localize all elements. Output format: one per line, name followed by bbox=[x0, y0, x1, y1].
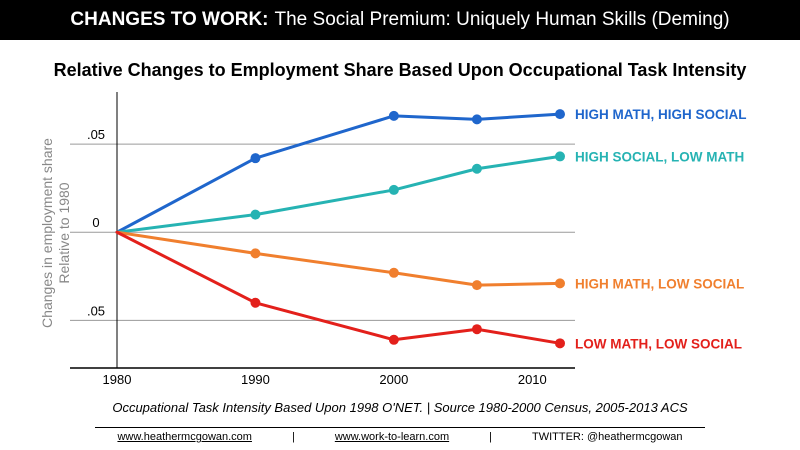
y-tick-label: .05 bbox=[87, 127, 105, 142]
series-line bbox=[115, 230, 562, 345]
data-point bbox=[555, 278, 565, 289]
label-layer: HIGH MATH, HIGH SOCIAL HIGH SOCIAL, LOW M… bbox=[575, 107, 747, 351]
series-label: HIGH SOCIAL, LOW MATH bbox=[575, 149, 744, 164]
series-label: HIGH MATH, LOW SOCIAL bbox=[575, 276, 744, 291]
x-tick-label: 2000 bbox=[379, 372, 408, 387]
y-tick-label: .05 bbox=[87, 303, 105, 318]
footer-separator: | bbox=[291, 431, 295, 443]
x-tick-label: 1980 bbox=[103, 372, 132, 387]
twitter-handle: TWITTER: @heathermcgowan bbox=[532, 431, 683, 443]
work-to-learn-link[interactable]: www.work-to-learn.com bbox=[334, 431, 450, 443]
data-point bbox=[388, 267, 399, 278]
data-point bbox=[471, 163, 482, 174]
source-caption: Occupational Task Intensity Based Upon 1… bbox=[112, 400, 688, 415]
y-axis-title: Changes in employment shareRelative to 1… bbox=[39, 138, 72, 328]
banner-bold-title: CHANGES TO WORK: bbox=[70, 9, 269, 30]
y-tick-label: 0 bbox=[92, 215, 99, 230]
series-line bbox=[115, 112, 562, 234]
data-point bbox=[250, 209, 261, 220]
series-label: LOW MATH, LOW SOCIAL bbox=[575, 336, 742, 351]
data-point bbox=[555, 151, 565, 162]
data-point bbox=[555, 109, 565, 120]
data-point bbox=[555, 338, 565, 349]
chart-title: Relative Changes to Employment Share Bas… bbox=[53, 60, 747, 80]
x-tick-label: 2010 bbox=[518, 372, 547, 387]
footer: www.heathermcgowan.com | www.work-to-lea… bbox=[0, 431, 800, 443]
data-point bbox=[388, 110, 399, 121]
series-layer bbox=[115, 109, 565, 349]
axis-layer: .05 0 .05 1980 1990 2000 2010 Changes in employ… bbox=[39, 92, 575, 387]
data-point bbox=[471, 280, 482, 291]
data-point bbox=[388, 334, 399, 345]
grid-layer bbox=[70, 143, 575, 321]
title-banner: CHANGES TO WORK: The Social Premium: Uni… bbox=[0, 0, 800, 40]
data-point bbox=[388, 184, 399, 195]
data-point bbox=[471, 324, 482, 335]
website-link[interactable]: www.heathermcgowan.com bbox=[117, 431, 252, 443]
data-point bbox=[250, 297, 261, 308]
footer-separator: | bbox=[489, 431, 492, 443]
footer-divider bbox=[95, 427, 705, 428]
series-line bbox=[115, 154, 562, 234]
banner-subtitle: The Social Premium: Uniquely Human Skill… bbox=[274, 9, 730, 30]
data-point bbox=[471, 114, 482, 125]
data-point bbox=[250, 153, 261, 164]
x-tick-label: 1990 bbox=[241, 372, 270, 387]
series-line bbox=[115, 230, 562, 287]
data-point bbox=[250, 248, 261, 259]
series-label: HIGH MATH, HIGH SOCIAL bbox=[575, 107, 747, 122]
